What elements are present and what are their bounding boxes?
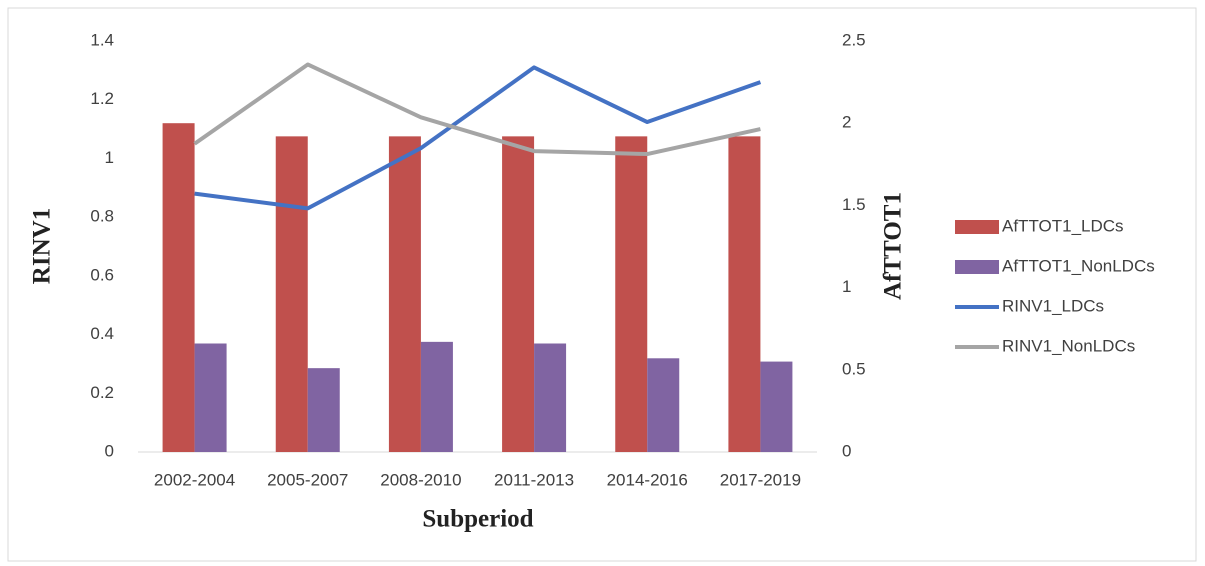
bar (420, 341, 453, 452)
legend-swatch (955, 260, 999, 274)
bar (162, 123, 195, 452)
legend-label: AfTTOT1_LDCs (1002, 216, 1124, 235)
y-tick-label: 0.2 (90, 383, 114, 402)
bar (728, 136, 761, 453)
y-tick-label: 1.4 (90, 30, 114, 49)
y2-tick-label: 0 (842, 441, 851, 460)
bar (534, 343, 567, 452)
y2-tick-label: 0.5 (842, 359, 866, 378)
bar (275, 136, 308, 453)
bar (194, 343, 227, 452)
legend-label: AfTTOT1_NonLDCs (1002, 256, 1155, 275)
x-tick-label: 2002-2004 (154, 470, 235, 489)
x-tick-label: 2008-2010 (380, 470, 461, 489)
x-tick-label: 2014-2016 (607, 470, 688, 489)
x-axis-title: Subperiod (422, 506, 533, 533)
bar (760, 361, 793, 452)
legend-swatch (955, 220, 999, 234)
y2-axis-title: AfTTOT1 (880, 192, 907, 300)
y-tick-label: 1 (105, 148, 114, 167)
y2-tick-label: 1.5 (842, 195, 866, 214)
line-series (194, 65, 762, 211)
y-tick-label: 0.6 (90, 265, 114, 284)
y2-tick-label: 2.5 (842, 30, 866, 49)
bar (615, 136, 648, 453)
bar (307, 368, 340, 452)
y-axis-title: RINV1 (29, 208, 56, 284)
y-tick-label: 0.4 (90, 324, 114, 343)
y-tick-label: 1.2 (90, 89, 114, 108)
bar (502, 136, 535, 453)
y-tick-label: 0.8 (90, 207, 114, 226)
legend-label: RINV1_NonLDCs (1002, 336, 1135, 355)
y2-tick-label: 1 (842, 277, 851, 296)
x-tick-label: 2011-2013 (494, 470, 574, 489)
x-tick-label: 2005-2007 (267, 470, 348, 489)
legend-label: RINV1_LDCs (1002, 296, 1104, 315)
x-tick-label: 2017-2019 (720, 470, 801, 489)
line-series (193, 62, 761, 157)
bar (647, 358, 680, 452)
bar (388, 136, 421, 453)
y2-tick-label: 2 (842, 113, 851, 132)
y-tick-label: 0 (105, 441, 114, 460)
